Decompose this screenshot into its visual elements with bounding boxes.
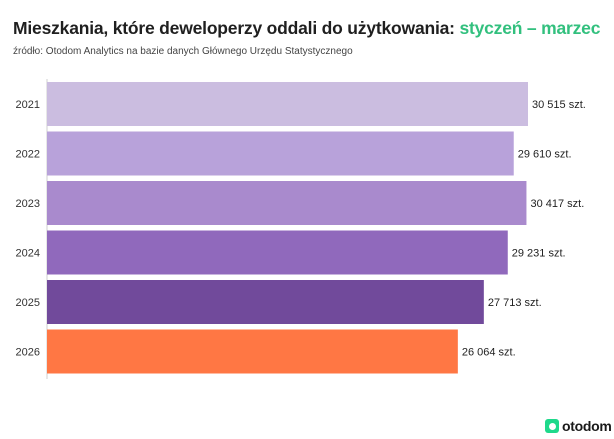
bar-2021 [47,82,528,126]
value-label-2026: 26 064 szt. [462,347,516,359]
value-label-2023: 30 417 szt. [530,198,584,210]
value-label-2021: 30 515 szt. [532,99,586,111]
otodom-logo: otodom [545,418,612,434]
bar-2026 [47,329,458,374]
category-label-2021: 2021 [16,99,40,111]
bar-2022 [47,131,514,176]
value-label-2024: 29 231 szt. [512,248,566,260]
category-label-2022: 2022 [16,149,40,161]
category-label-2024: 2024 [16,248,40,260]
bar-2024 [47,230,508,275]
category-label-2025: 2025 [16,297,40,309]
title-accent: styczeń – marzec [459,18,601,38]
source-note: źródło: Otodom Analytics na bazie danych… [13,46,353,57]
bar-2025 [47,280,484,324]
value-label-2022: 29 610 szt. [518,149,572,161]
logo-text: otodom [562,418,612,434]
chart-title: Mieszkania, które deweloperzy oddali do … [13,18,600,39]
category-label-2023: 2023 [16,198,40,210]
category-label-2026: 2026 [16,347,40,359]
value-label-2025: 27 713 szt. [488,297,542,309]
otodom-logo-icon [545,419,559,433]
bar-2023 [47,181,527,225]
title-main: Mieszkania, które deweloperzy oddali do … [13,18,460,38]
